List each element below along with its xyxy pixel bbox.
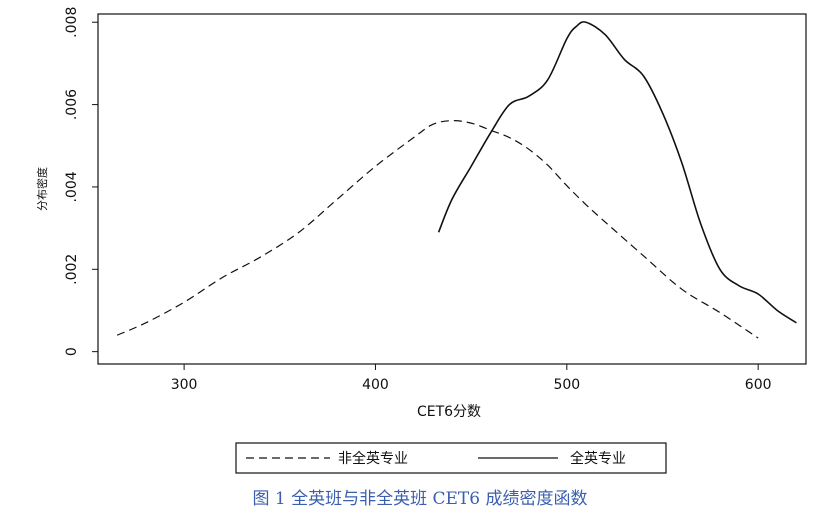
y-tick-label: .004 xyxy=(64,171,80,202)
x-axis: 300 400 500 600 xyxy=(171,364,772,393)
legend-box xyxy=(235,442,667,474)
legend-label-0: 非全英专业 xyxy=(338,450,408,467)
y-tick-label: .008 xyxy=(64,7,80,38)
x-tick-label: 300 xyxy=(171,377,198,393)
y-axis: 0 .002 .004 .006 .008 xyxy=(64,7,98,356)
x-tick-label: 600 xyxy=(745,377,772,393)
legend: 非全英专业 全英专业 xyxy=(235,442,667,474)
legend-label-1: 全英专业 xyxy=(570,450,626,467)
y-tick-label: 0 xyxy=(64,347,80,356)
series-line-non-english xyxy=(116,120,759,339)
y-tick-label: .002 xyxy=(64,254,80,285)
series-line-all-english xyxy=(437,21,797,324)
x-axis-title: CET6分数 xyxy=(417,404,481,420)
y-tick-label: .006 xyxy=(64,89,80,120)
y-axis-title: 分布密度 xyxy=(35,167,49,211)
plot-frame xyxy=(97,13,807,365)
figure-caption: 图 1 全英班与非全英班 CET6 成绩密度函数 xyxy=(252,489,588,509)
x-tick-label: 500 xyxy=(553,377,580,393)
series-layer xyxy=(116,21,797,339)
x-tick-label: 400 xyxy=(362,377,389,393)
